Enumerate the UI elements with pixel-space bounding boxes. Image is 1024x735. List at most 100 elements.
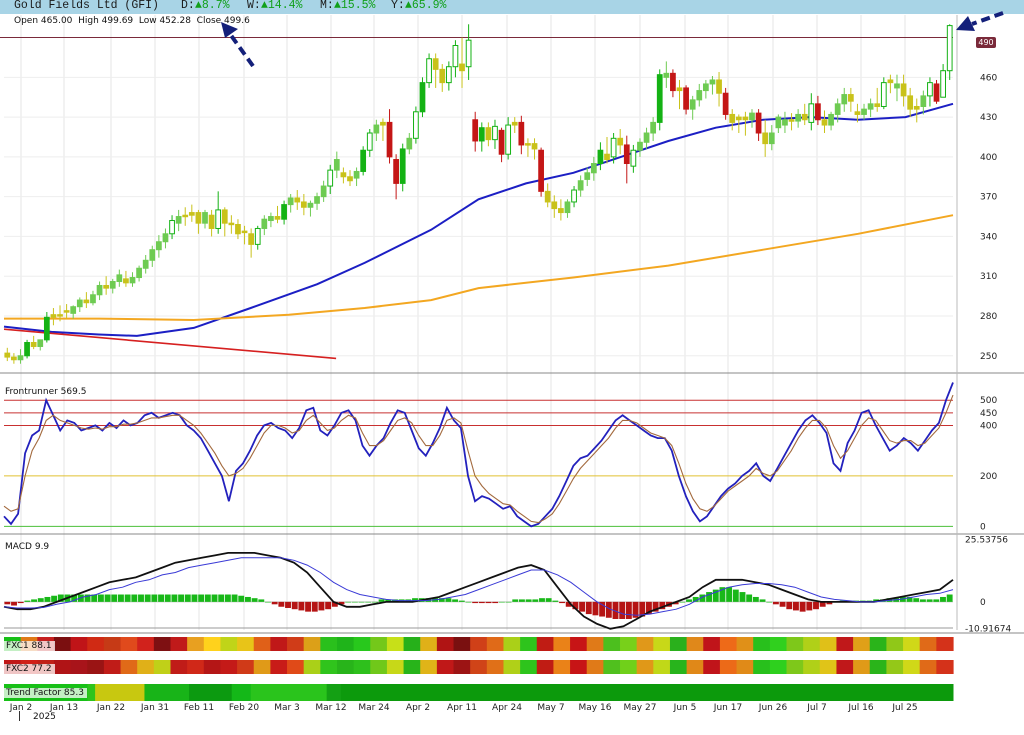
candle-body-132 bbox=[874, 103, 881, 107]
heat-1-23 bbox=[386, 660, 405, 674]
candle-body-56 bbox=[373, 124, 380, 134]
macd-bar-16 bbox=[111, 594, 118, 602]
heat-0-23 bbox=[386, 637, 405, 651]
candle-body-67 bbox=[445, 66, 452, 84]
heat-0-40 bbox=[669, 637, 688, 651]
macd-bar-52 bbox=[351, 601, 358, 603]
candle-body-4 bbox=[30, 342, 37, 347]
heat-0-47 bbox=[786, 637, 804, 651]
macd-bar-54 bbox=[365, 601, 372, 603]
fxc1-label: FXC1 88.1 bbox=[3, 641, 55, 651]
macd-bar-25 bbox=[171, 594, 178, 602]
frontrunner-panel bbox=[3, 382, 954, 528]
macd-bar-83 bbox=[559, 601, 565, 604]
heat-1-16 bbox=[270, 660, 288, 674]
macd-bar-65 bbox=[438, 598, 445, 602]
heat-1-54 bbox=[903, 660, 921, 674]
macd-bar-56 bbox=[378, 599, 385, 602]
macd-bar-2 bbox=[17, 601, 24, 604]
macd-bar-39 bbox=[265, 601, 271, 603]
fr-tick-3: 450 bbox=[980, 409, 997, 419]
macd-bar-91 bbox=[612, 601, 619, 619]
candle-body-108 bbox=[716, 79, 722, 94]
x-tick-label-3: Jan 31 bbox=[140, 703, 169, 713]
heat-1-24 bbox=[403, 660, 421, 674]
candle-body-45 bbox=[300, 201, 307, 208]
macd-bar-44 bbox=[298, 601, 305, 611]
candle-body-89 bbox=[590, 163, 597, 174]
macd-bar-100 bbox=[672, 601, 679, 605]
x-tick-label-9: Apr 2 bbox=[406, 703, 430, 713]
macd-bar-111 bbox=[746, 594, 753, 602]
candle-body-77 bbox=[511, 121, 518, 126]
macd-bar-109 bbox=[732, 589, 739, 602]
x-tick-label-17: Jun 26 bbox=[758, 703, 788, 713]
price-candles bbox=[4, 24, 953, 364]
candle-body-42 bbox=[281, 204, 287, 220]
candle-body-137 bbox=[907, 95, 914, 110]
candle-body-25 bbox=[169, 220, 175, 235]
candle-body-50 bbox=[333, 159, 340, 171]
x-tick-label-2: Jan 22 bbox=[96, 703, 125, 713]
candle-body-136 bbox=[900, 83, 907, 97]
candle-body-120 bbox=[795, 113, 802, 122]
macd-bar-135 bbox=[906, 596, 913, 602]
macd-bar-94 bbox=[632, 601, 639, 618]
candle-body-88 bbox=[584, 172, 591, 180]
candle-body-32 bbox=[215, 209, 222, 229]
macd-bar-21 bbox=[144, 594, 151, 602]
macd-bar-24 bbox=[164, 594, 171, 602]
heat-1-38 bbox=[636, 660, 654, 674]
candle-body-34 bbox=[228, 222, 235, 226]
heat-0-12 bbox=[203, 637, 222, 651]
heat-0-4 bbox=[70, 637, 88, 651]
heat-1-56 bbox=[936, 660, 954, 674]
candle-body-97 bbox=[643, 132, 650, 143]
candle-body-49 bbox=[327, 169, 334, 187]
heat-0-30 bbox=[503, 637, 521, 651]
heat-1-29 bbox=[486, 660, 505, 674]
macd-bar-18 bbox=[124, 594, 131, 602]
candle-body-65 bbox=[432, 58, 439, 70]
candle-body-85 bbox=[564, 201, 571, 214]
macd-bar-47 bbox=[318, 601, 325, 611]
candle-body-11 bbox=[76, 299, 83, 308]
macd-bar-93 bbox=[625, 601, 632, 619]
macd-bar-4 bbox=[31, 599, 38, 602]
candle-body-103 bbox=[683, 87, 689, 110]
candle-body-44 bbox=[294, 197, 301, 203]
moving-averages bbox=[3, 102, 954, 360]
price-tick-5: 400 bbox=[980, 153, 997, 163]
candle-body-98 bbox=[650, 121, 657, 134]
candle-body-78 bbox=[518, 121, 525, 146]
day-change-value: ▲8.7% bbox=[195, 0, 230, 12]
x-tick-label-20: Jul 25 bbox=[891, 703, 917, 713]
heat-1-34 bbox=[570, 660, 588, 674]
candle-body-127 bbox=[841, 94, 848, 105]
macd-bar-46 bbox=[311, 601, 318, 612]
heat-1-36 bbox=[603, 660, 621, 674]
macd-bar-66 bbox=[445, 598, 452, 602]
candle-body-123 bbox=[815, 103, 821, 121]
candle-body-84 bbox=[558, 208, 564, 214]
trend-seg-5 bbox=[231, 684, 252, 701]
candle-body-114 bbox=[755, 112, 762, 134]
heat-1-33 bbox=[553, 660, 571, 674]
fxc2-label: FXC2 77.2 bbox=[3, 664, 55, 674]
x-tick-label-4: Feb 11 bbox=[184, 703, 214, 713]
annotation-arrows bbox=[221, 11, 1004, 68]
x-tick-label-18: Jul 7 bbox=[806, 703, 826, 713]
candle-body-138 bbox=[913, 105, 920, 110]
macd-bar-33 bbox=[224, 594, 231, 602]
trend-seg-7 bbox=[326, 684, 342, 701]
heat-1-32 bbox=[536, 660, 555, 674]
heat-1-22 bbox=[370, 660, 388, 674]
heat-1-19 bbox=[320, 660, 338, 674]
heat-1-13 bbox=[220, 660, 238, 674]
macd-title: MACD 9.9 bbox=[5, 542, 50, 552]
candle-body-6 bbox=[43, 316, 50, 341]
trend-seg-3 bbox=[144, 684, 190, 701]
macd-bar-13 bbox=[91, 594, 98, 602]
candle-body-106 bbox=[702, 83, 709, 92]
